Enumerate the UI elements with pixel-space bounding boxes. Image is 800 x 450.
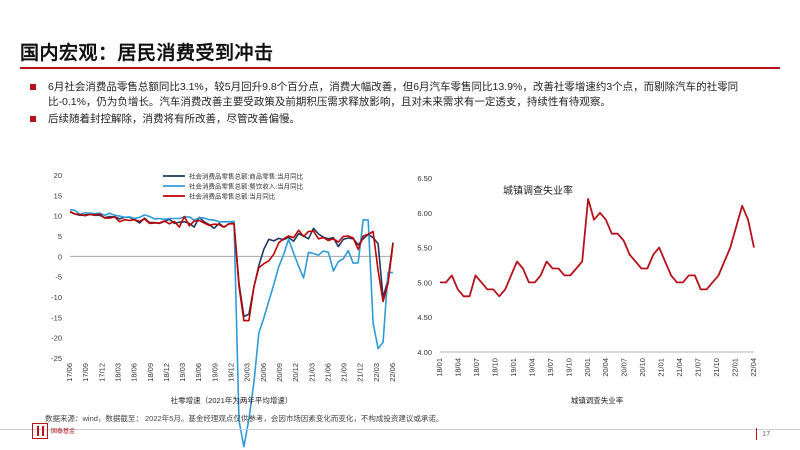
logo-text: 国泰基金 — [51, 429, 76, 435]
x-tick-label: 20/09 — [275, 363, 284, 382]
x-tick-label: 20/10 — [638, 358, 647, 377]
legend-label-2: 社会消费品零售总额:餐饮收入:当月同比 — [189, 182, 304, 191]
x-tick-label: 21/07 — [694, 358, 703, 377]
bullet-item-2: 后续随着封控解除，消费将有所改善，尽管改善偏慢。 — [30, 112, 753, 127]
y-tick-label: -10 — [51, 293, 62, 302]
x-tick-label: 22/03 — [372, 363, 381, 382]
company-logo: 国泰基金 — [32, 423, 77, 443]
x-tick-label: 22/01 — [731, 358, 740, 377]
x-axis-title: 城镇调查失业率 — [571, 395, 624, 405]
y-tick-label: -15 — [51, 313, 62, 322]
y-tick-label: 6.50 — [417, 174, 432, 183]
x-tick-label: 20/07 — [620, 358, 629, 377]
x-tick-label: 19/10 — [564, 358, 573, 377]
x-tick-label: 19/04 — [527, 358, 536, 377]
x-tick-label: 18/10 — [490, 358, 499, 377]
series-line-1 — [69, 211, 394, 318]
bullet-list: 6月社会消费品零售总额同比3.1%，较5月回升9.8个百分点，消费大幅改善，但6… — [30, 80, 753, 129]
logo-icon — [32, 423, 48, 439]
x-tick-label: 18/12 — [162, 363, 171, 382]
x-tick-label: 18/03 — [113, 363, 122, 382]
bullet-item-1: 6月社会消费品零售总额同比3.1%，较5月回升9.8个百分点，消费大幅改善，但6… — [30, 80, 753, 110]
x-tick-label: 17/12 — [97, 363, 106, 382]
y-tick-label: 5.50 — [417, 244, 432, 253]
x-tick-label: 20/04 — [601, 358, 610, 377]
footer-source-note: 数据来源：wind，数据截至： 2022年5月。基金经理观点仅供参考，会因市场因… — [45, 414, 444, 423]
series-line-1 — [440, 197, 755, 298]
x-tick-label: 21/09 — [340, 363, 349, 382]
x-tick-label: 18/01 — [435, 358, 444, 377]
x-tick-label: 22/06 — [388, 363, 397, 382]
x-tick-label: 19/12 — [227, 363, 236, 382]
x-tick-label: 18/07 — [472, 358, 481, 377]
x-tick-label: 17/06 — [65, 363, 74, 382]
legend-label-1: 社会消费品零售总额:商品零售:当月同比 — [189, 172, 304, 181]
bullet-text-2: 后续随着封控解除，消费将有所改善，尽管改善偏慢。 — [48, 113, 300, 125]
x-tick-label: 19/06 — [194, 363, 203, 382]
x-tick-label: 19/09 — [210, 363, 219, 382]
bullet-text-1: 6月社会消费品零售总额同比3.1%，较5月回升9.8个百分点，消费大幅改善，但6… — [48, 81, 739, 108]
bullet-square-icon — [30, 116, 36, 122]
page-title: 国内宏观：居民消费受到冲击 — [20, 43, 274, 64]
y-tick-label: 10 — [54, 212, 62, 221]
y-tick-label: 4.00 — [417, 348, 432, 357]
bullet-square-icon — [30, 84, 36, 90]
y-tick-label: -5 — [55, 273, 62, 282]
x-tick-label: 18/06 — [130, 363, 139, 382]
chart-title: 城镇调查失业率 — [503, 184, 573, 197]
y-tick-label: 5 — [58, 232, 62, 241]
y-tick-label: 5.00 — [417, 278, 432, 287]
series-line-2 — [69, 208, 393, 448]
x-tick-label: 20/03 — [243, 363, 252, 382]
y-tick-label: 0 — [58, 252, 62, 261]
x-tick-label: 21/04 — [675, 358, 684, 377]
y-tick-label: 4.50 — [417, 313, 432, 322]
x-axis-title: 社零增速（2021年为两年平均增速） — [171, 395, 293, 405]
legend-label-3: 社会消费品零售总额:当月同比 — [189, 192, 276, 201]
footer-divider — [0, 429, 800, 430]
x-tick-label: 17/09 — [81, 363, 90, 382]
x-tick-label: 21/06 — [323, 363, 332, 382]
y-tick-label: 20 — [54, 171, 62, 180]
x-tick-label: 20/01 — [583, 358, 592, 377]
x-tick-label: 20/12 — [291, 363, 300, 382]
x-tick-label: 21/03 — [307, 363, 316, 382]
x-tick-label: 19/07 — [546, 358, 555, 377]
x-tick-label: 19/01 — [509, 358, 518, 377]
x-tick-label: 21/01 — [657, 358, 666, 377]
x-tick-label: 18/09 — [146, 363, 155, 382]
y-tick-label: 6.00 — [417, 209, 432, 218]
x-tick-label: 19/03 — [178, 363, 187, 382]
y-tick-label: -25 — [51, 354, 62, 363]
page-number: 17 — [756, 428, 770, 440]
x-tick-label: 20/06 — [259, 363, 268, 382]
x-tick-label: 21/10 — [712, 358, 721, 377]
x-tick-label: 18/04 — [453, 358, 462, 377]
title-divider — [20, 67, 780, 69]
y-tick-label: -20 — [51, 334, 62, 343]
y-tick-label: 15 — [54, 191, 62, 200]
x-tick-label: 21/12 — [356, 363, 365, 382]
series-line-3 — [69, 210, 394, 322]
x-tick-label: 22/04 — [749, 358, 758, 377]
